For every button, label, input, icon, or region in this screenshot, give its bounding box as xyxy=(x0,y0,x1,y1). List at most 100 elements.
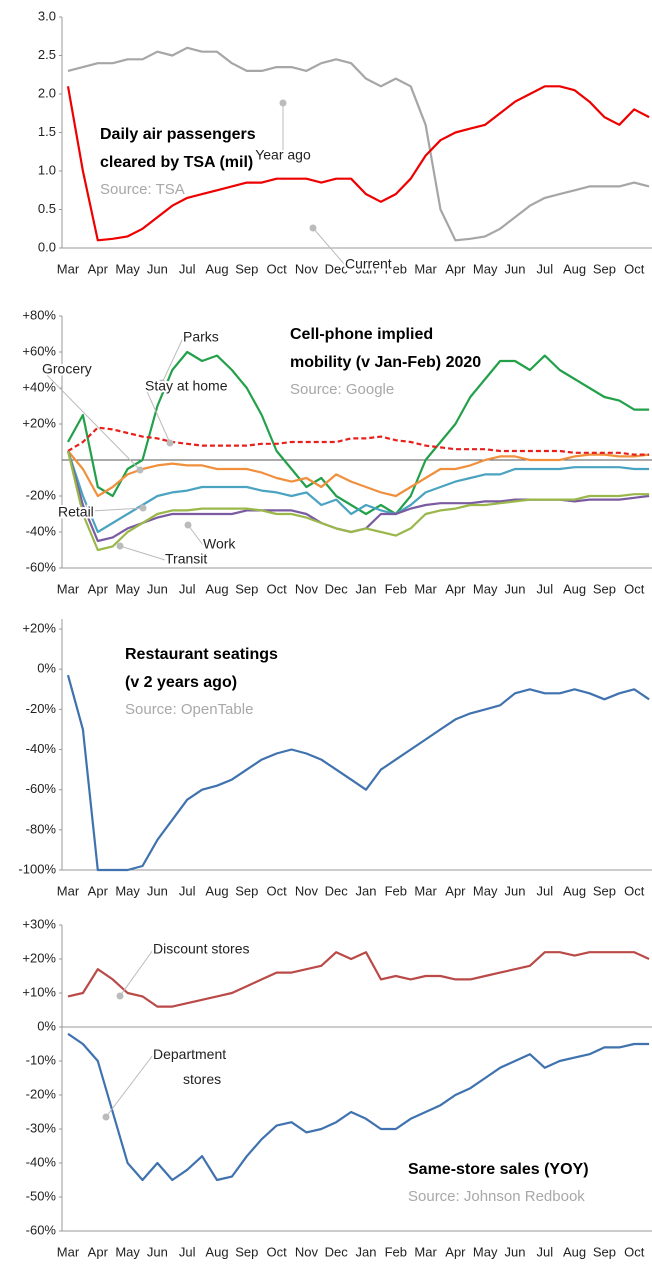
x-tick-label: Oct xyxy=(266,261,287,276)
x-tick-label: Aug xyxy=(563,261,586,276)
x-tick-label: Jun xyxy=(505,261,526,276)
x-tick-label: May xyxy=(115,883,140,898)
x-tick-label: Jun xyxy=(147,581,168,596)
x-tick-label: Jun xyxy=(147,261,168,276)
x-tick-label: Dec xyxy=(325,883,349,898)
x-tick-label: Jun xyxy=(147,1244,168,1259)
leader-dot xyxy=(309,224,317,232)
y-tick-label: 1.5 xyxy=(38,124,56,139)
y-tick-label: +80% xyxy=(22,307,56,322)
x-tick-label: Sep xyxy=(235,883,258,898)
x-tick-label: Mar xyxy=(414,581,437,596)
x-tick-label: Jul xyxy=(179,261,196,276)
leader-line xyxy=(105,1054,154,1118)
y-tick-label: -100% xyxy=(18,861,56,876)
x-tick-label: Mar xyxy=(57,261,80,276)
x-tick-label: Apr xyxy=(88,261,109,276)
y-tick-label: +20% xyxy=(22,950,56,965)
series-label: Work xyxy=(203,536,236,552)
y-tick-label: -10% xyxy=(26,1052,57,1067)
y-tick-label: 2.5 xyxy=(38,47,56,62)
x-tick-label: Jun xyxy=(505,1244,526,1259)
x-tick-label: Apr xyxy=(88,581,109,596)
leader-line xyxy=(187,524,204,546)
x-tick-label: Jul xyxy=(536,1244,553,1259)
chart-title: Same-store sales (YOY) xyxy=(408,1161,589,1178)
series-line xyxy=(67,426,650,456)
x-tick-label: Jun xyxy=(147,883,168,898)
leader-line xyxy=(119,545,166,561)
chart-title: Cell-phone implied xyxy=(290,326,433,343)
series-label: Grocery xyxy=(42,361,92,377)
chart-title: mobility (v Jan-Feb) 2020 xyxy=(290,354,481,371)
y-tick-label: -20% xyxy=(26,701,57,716)
x-tick-label: Sep xyxy=(235,261,258,276)
x-tick-label: Jan xyxy=(356,581,377,596)
x-tick-label: Jan xyxy=(356,261,377,276)
x-tick-label: Nov xyxy=(295,261,319,276)
x-tick-label: Oct xyxy=(266,581,287,596)
x-tick-label: Apr xyxy=(445,261,466,276)
x-tick-label: Jun xyxy=(505,581,526,596)
chart-source: Source: Johnson Redbook xyxy=(408,1188,585,1205)
y-tick-label: 1.0 xyxy=(38,162,56,177)
y-tick-label: +60% xyxy=(22,343,56,358)
leader-dot xyxy=(116,992,124,1000)
x-tick-label: Sep xyxy=(593,1244,616,1259)
series-line xyxy=(66,450,650,534)
x-tick-label: Apr xyxy=(445,581,466,596)
y-tick-label: +40% xyxy=(22,379,56,394)
x-tick-label: Dec xyxy=(325,581,349,596)
y-tick-label: 0% xyxy=(37,1018,56,1033)
leader-dot xyxy=(158,379,166,387)
y-tick-label: -60% xyxy=(26,781,57,796)
x-tick-label: Jul xyxy=(179,1244,196,1259)
y-tick-label: -40% xyxy=(26,1154,57,1169)
series-label: Year ago xyxy=(255,147,311,163)
y-tick-label: 0.0 xyxy=(38,239,56,254)
leader-line xyxy=(41,369,141,471)
series-line xyxy=(67,350,650,516)
x-tick-label: Nov xyxy=(295,581,319,596)
x-tick-label: Oct xyxy=(624,261,645,276)
y-tick-label: +20% xyxy=(22,620,56,635)
y-tick-label: -80% xyxy=(26,821,57,836)
x-tick-label: Sep xyxy=(593,261,616,276)
x-tick-label: Jul xyxy=(536,581,553,596)
chart-source: Source: OpenTable xyxy=(125,701,253,718)
x-tick-label: May xyxy=(473,581,498,596)
x-tick-label: Oct xyxy=(266,1244,287,1259)
x-tick-label: May xyxy=(473,1244,498,1259)
y-tick-label: 2.0 xyxy=(38,85,56,100)
x-tick-label: Aug xyxy=(205,261,228,276)
chart-source: Source: Google xyxy=(290,381,394,398)
x-tick-label: Sep xyxy=(593,883,616,898)
x-tick-label: Aug xyxy=(205,581,228,596)
leader-dot xyxy=(102,1113,110,1121)
x-tick-label: Jan xyxy=(356,883,377,898)
series-label: Stay at home xyxy=(145,378,228,394)
leader-line xyxy=(312,227,346,266)
series-line xyxy=(67,951,650,1008)
x-tick-label: Jun xyxy=(505,883,526,898)
x-tick-label: Sep xyxy=(593,581,616,596)
leader-dot xyxy=(139,504,147,512)
x-tick-label: Oct xyxy=(624,1244,645,1259)
series-label: Retail xyxy=(58,504,94,520)
series-label: Current xyxy=(345,256,392,272)
y-tick-label: -20% xyxy=(26,487,57,502)
leader-dot xyxy=(136,466,144,474)
x-tick-label: Aug xyxy=(563,1244,586,1259)
y-tick-label: -50% xyxy=(26,1188,57,1203)
y-tick-label: -20% xyxy=(26,1086,57,1101)
series-line xyxy=(66,85,650,242)
leader-dot xyxy=(116,542,124,550)
chart-source: Source: TSA xyxy=(100,181,185,198)
x-tick-label: Nov xyxy=(295,1244,319,1259)
y-tick-label: -40% xyxy=(26,523,57,538)
x-tick-label: Jul xyxy=(536,883,553,898)
leader-dot xyxy=(279,99,287,107)
y-tick-label: 3.0 xyxy=(38,8,56,23)
series-label: Discount stores xyxy=(153,941,249,957)
x-tick-label: Feb xyxy=(385,261,407,276)
